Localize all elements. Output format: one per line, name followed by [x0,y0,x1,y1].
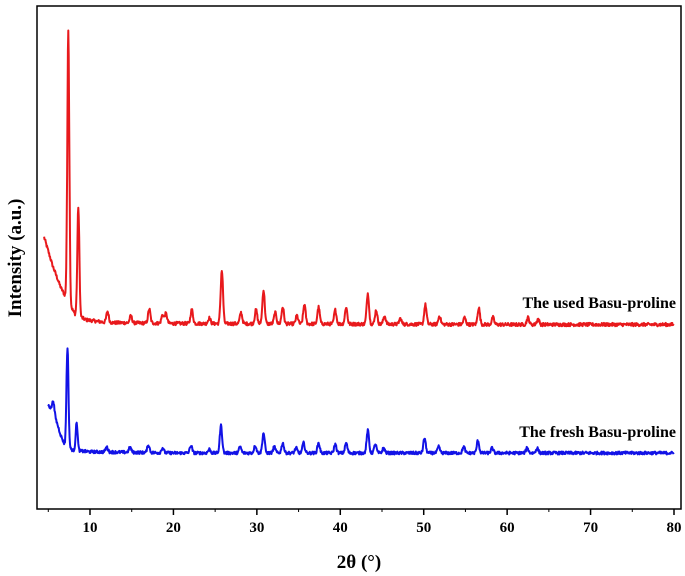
series-used-label: The used Basu-proline [522,295,676,312]
x-tick-label: 20 [166,520,181,536]
x-tick-label: 80 [667,520,682,536]
series-fresh-line [47,347,675,456]
y-axis-title: Intensity (a.u.) [5,199,26,318]
series-fresh-label: The fresh Basu-proline [519,424,676,441]
x-tick-label: 50 [416,520,431,536]
x-axis-title: 2θ (°) [337,552,381,573]
x-tick-label: 60 [500,520,515,536]
x-axis-ticks: 10 20 30 40 50 60 70 80 [47,509,682,536]
x-tick-label: 40 [333,520,348,536]
x-tick-label: 10 [83,520,98,536]
series-used-line [43,29,675,328]
series-labels: The used Basu-proline The fresh Basu-prol… [519,295,676,441]
series-layer [43,29,675,456]
x-tick-label: 30 [249,520,264,536]
plot-frame [36,5,682,510]
x-tick-label: 70 [583,520,598,536]
